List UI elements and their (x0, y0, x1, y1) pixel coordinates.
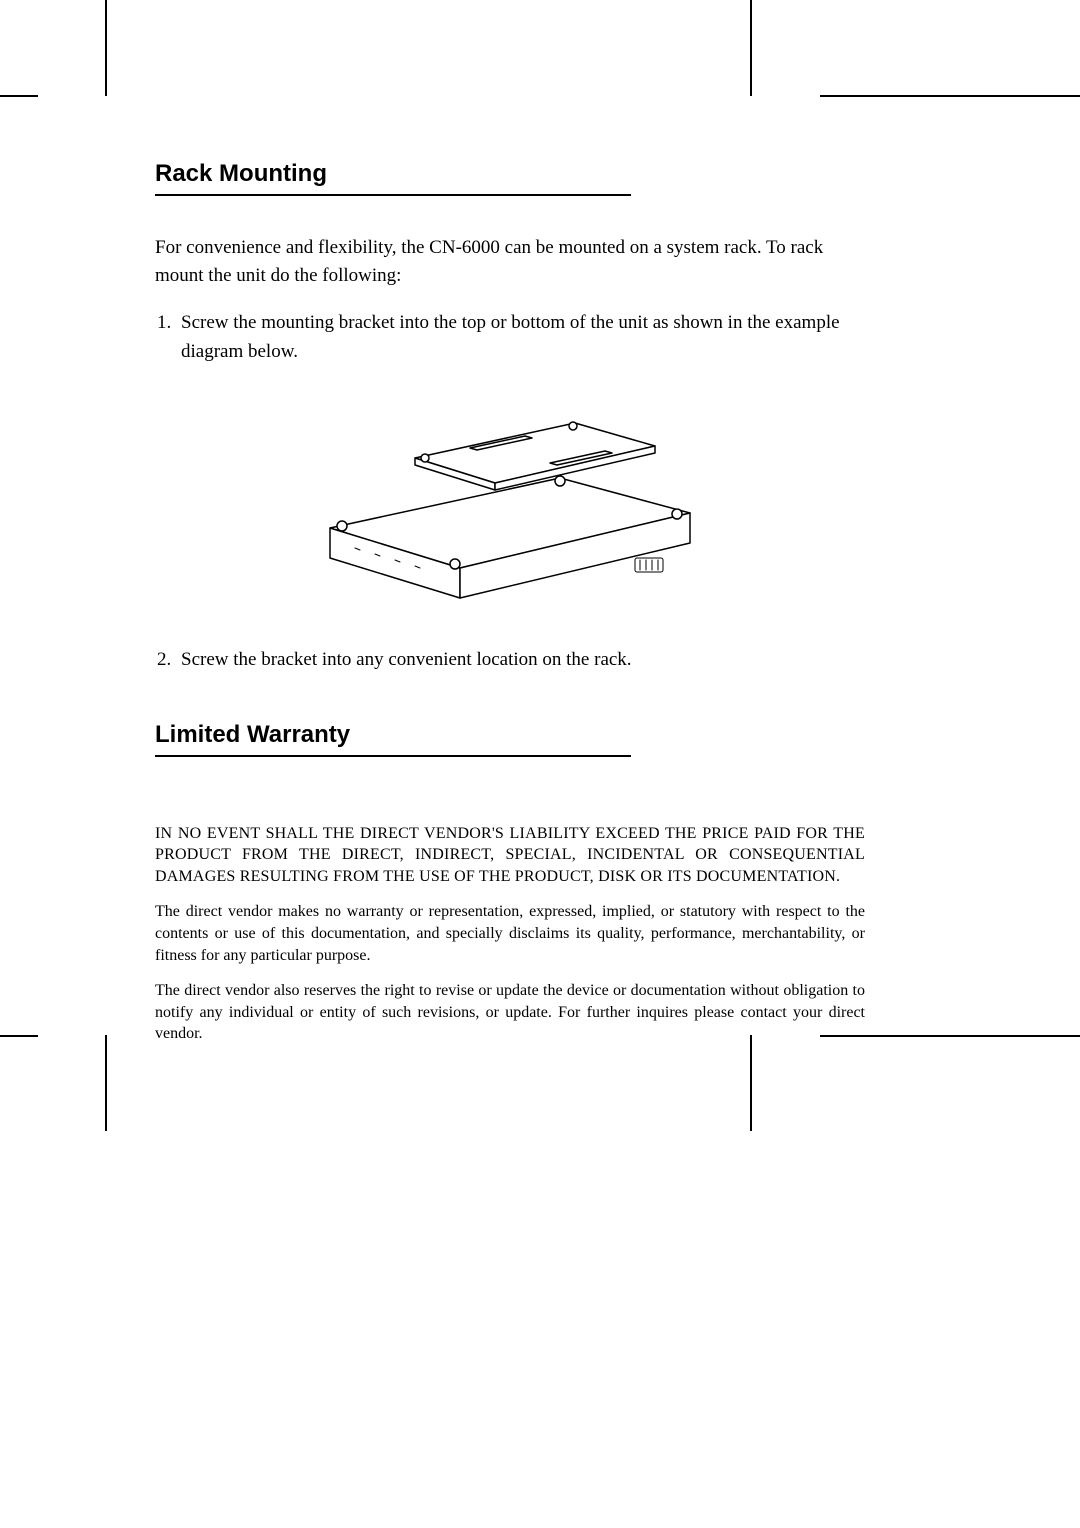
crop-mark (0, 1035, 38, 1037)
content-area: Rack Mounting For convenience and flexib… (155, 160, 865, 1059)
list-item: 1. Screw the mounting bracket into the t… (157, 309, 865, 366)
crop-mark (820, 95, 1080, 97)
list-text: Screw the mounting bracket into the top … (181, 309, 865, 366)
warranty-para-3: The direct vendor also reserves the righ… (155, 980, 865, 1045)
mounting-diagram (155, 388, 865, 618)
crop-mark (750, 0, 752, 96)
list-number: 2. (157, 646, 181, 675)
warranty-para-2: The direct vendor makes no warranty or r… (155, 901, 865, 966)
rack-mounting-steps-2: 2. Screw the bracket into any convenient… (157, 646, 865, 675)
rack-mounting-steps: 1. Screw the mounting bracket into the t… (157, 309, 865, 366)
document-page: Rack Mounting For convenience and flexib… (0, 0, 1080, 1528)
heading-rack-mounting: Rack Mounting (155, 160, 631, 196)
list-item: 2. Screw the bracket into any convenient… (157, 646, 865, 675)
crop-mark (0, 95, 38, 97)
list-text: Screw the bracket into any convenient lo… (181, 646, 865, 675)
limited-warranty-section: Limited Warranty IN NO EVENT SHALL THE D… (155, 721, 865, 1045)
crop-mark (105, 1035, 107, 1131)
list-number: 1. (157, 309, 181, 366)
device-bracket-icon (300, 388, 720, 618)
rack-mounting-intro: For convenience and flexibility, the CN-… (155, 234, 865, 289)
heading-limited-warranty: Limited Warranty (155, 721, 631, 757)
warranty-para-1: IN NO EVENT SHALL THE DIRECT VENDOR'S LI… (155, 823, 865, 888)
crop-mark (105, 0, 107, 96)
